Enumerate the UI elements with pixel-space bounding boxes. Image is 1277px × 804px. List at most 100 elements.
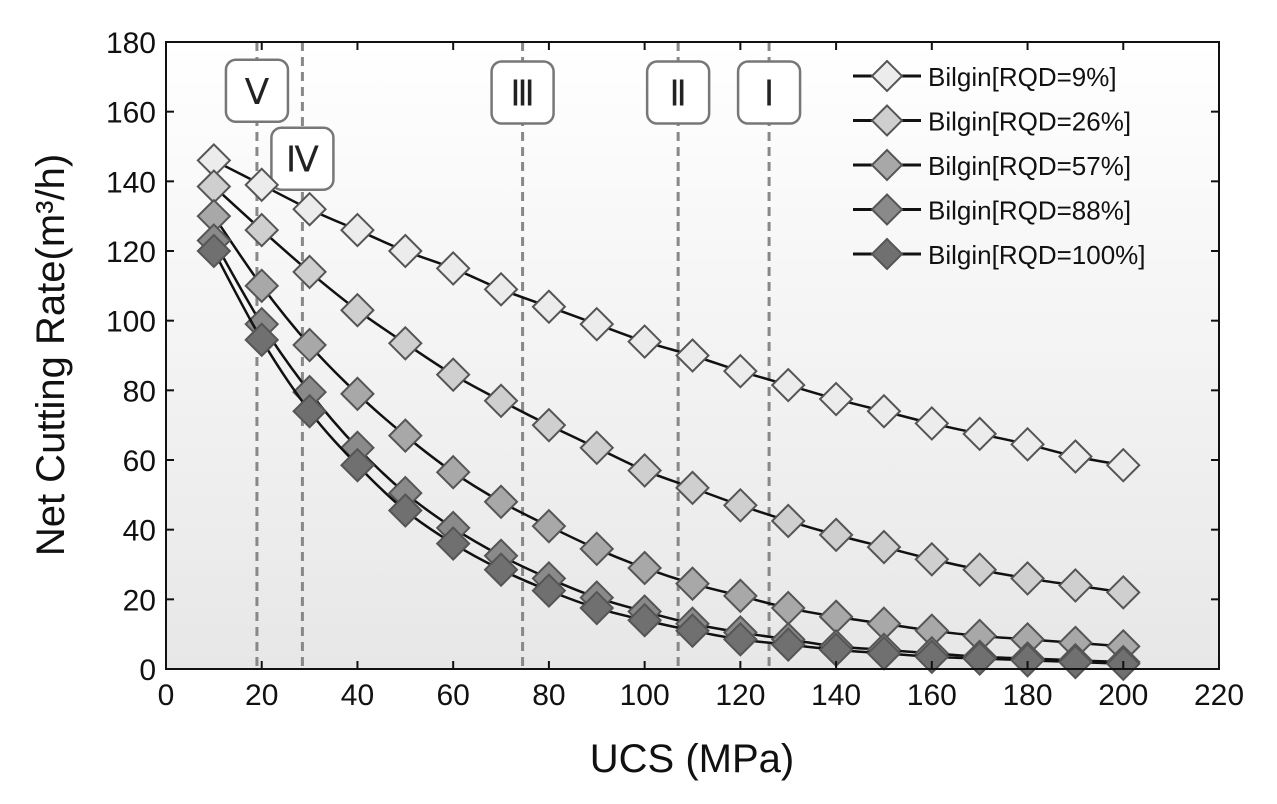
data-point — [1010, 426, 1045, 462]
data-point — [675, 613, 710, 649]
x-tick-label: 20 — [245, 679, 278, 712]
zone-label: Ⅰ — [764, 74, 775, 114]
zone-label-box — [645, 60, 711, 125]
data-point — [435, 357, 471, 393]
x-tick-label: 200 — [1098, 679, 1148, 712]
data-point — [244, 322, 280, 358]
x-tick-label: 180 — [1003, 679, 1053, 712]
data-point — [340, 212, 375, 248]
y-tick-label: 100 — [106, 306, 156, 339]
axes: 0 20 40 60 80 100 120 140 160 180 200 220 0 20 40 60 80 1… — [106, 27, 1244, 712]
zone-label-box — [736, 60, 802, 125]
data-point — [818, 381, 854, 417]
y-axis-title: Net Cutting Rate(m³/h) — [29, 154, 73, 556]
x-tick-label: 0 — [158, 679, 175, 712]
data-point — [579, 430, 615, 466]
data-point — [196, 233, 232, 269]
data-point — [292, 191, 328, 227]
y-tick-label: 80 — [123, 375, 156, 408]
x-tick-label: 40 — [341, 679, 374, 712]
x-tick-label: 160 — [907, 679, 957, 712]
data-point — [962, 416, 998, 452]
data-point — [531, 289, 567, 325]
x-axis-title: UCS (MPa) — [590, 737, 794, 781]
data-point — [244, 268, 280, 304]
y-tick-label: 20 — [123, 584, 156, 617]
zone-label-box — [270, 126, 335, 191]
data-point — [387, 418, 423, 454]
x-tick-label: 80 — [532, 679, 565, 712]
legend-label: Bilgin[RQD=57%] — [928, 151, 1131, 181]
legend-marker — [870, 193, 904, 226]
data-point — [722, 578, 758, 614]
legend-label: Bilgin[RQD=26%] — [928, 107, 1131, 137]
data-point — [531, 573, 567, 609]
data-point — [340, 447, 375, 483]
legend-label: Bilgin[RQD=9%] — [928, 62, 1117, 92]
data-point — [675, 470, 710, 506]
data-point — [435, 454, 471, 490]
legend-marker — [870, 237, 904, 271]
data-point — [340, 376, 375, 412]
legend-label: Bilgin[RQD=88%] — [928, 196, 1131, 226]
data-point — [1057, 439, 1093, 474]
y-tick-label: 60 — [123, 445, 156, 478]
data-point — [483, 271, 519, 307]
data-point — [914, 639, 950, 675]
legend-label: Bilgin[RQD=100%] — [928, 240, 1146, 270]
zone-label: Ⅲ — [510, 74, 535, 114]
data-point — [1105, 574, 1141, 610]
data-point — [435, 251, 471, 286]
data-point — [531, 508, 567, 544]
data-point — [579, 306, 615, 342]
plot-frame — [165, 41, 1220, 670]
data-point — [483, 484, 519, 520]
y-tick-label: 180 — [106, 27, 156, 60]
y-tick-label: 120 — [106, 236, 156, 269]
data-point — [770, 367, 806, 403]
data-point — [627, 550, 663, 586]
data-point — [962, 641, 998, 676]
data-point — [579, 531, 615, 567]
data-point — [340, 292, 375, 328]
data-point — [818, 517, 854, 553]
data-point — [1057, 644, 1093, 680]
data-point — [579, 590, 615, 626]
data-point — [962, 552, 998, 588]
data-point — [675, 338, 710, 373]
data-point — [627, 602, 663, 638]
data-point — [435, 526, 471, 562]
x-tick-label: 140 — [811, 679, 861, 712]
data-point — [675, 566, 710, 602]
data-point — [387, 233, 423, 269]
data-point — [292, 327, 328, 363]
legend-marker — [870, 104, 904, 137]
x-tick-label: 100 — [620, 679, 670, 712]
legend: Bilgin[RQD=9%] Bilgin[RQD=26%] Bilgin[RQD=… — [853, 59, 1146, 271]
data-point — [387, 493, 423, 528]
data-point — [722, 353, 758, 389]
data-point — [627, 453, 663, 488]
data-point — [483, 383, 519, 419]
legend-marker — [870, 59, 904, 93]
data-point — [866, 393, 902, 429]
data-point — [1010, 561, 1045, 596]
y-tick-label: 160 — [106, 97, 156, 130]
data-point — [770, 627, 806, 663]
data-point — [244, 212, 280, 248]
x-tick-label: 60 — [436, 679, 469, 712]
zone-label-box — [490, 60, 555, 125]
y-tick-label: 0 — [139, 654, 156, 687]
y-tick-label: 40 — [123, 515, 156, 548]
zone-label: Ⅳ — [286, 140, 319, 180]
data-point — [770, 503, 806, 539]
zone-lines: ⅤⅣ Ⅲ Ⅱ Ⅰ — [224, 42, 802, 669]
data-point — [627, 324, 663, 359]
legend-marker — [870, 148, 904, 182]
x-tick-label: 220 — [1194, 679, 1244, 712]
data-point — [1105, 447, 1141, 483]
series-group — [196, 143, 1141, 682]
zone-label-box — [224, 58, 290, 124]
data-point — [292, 254, 328, 290]
